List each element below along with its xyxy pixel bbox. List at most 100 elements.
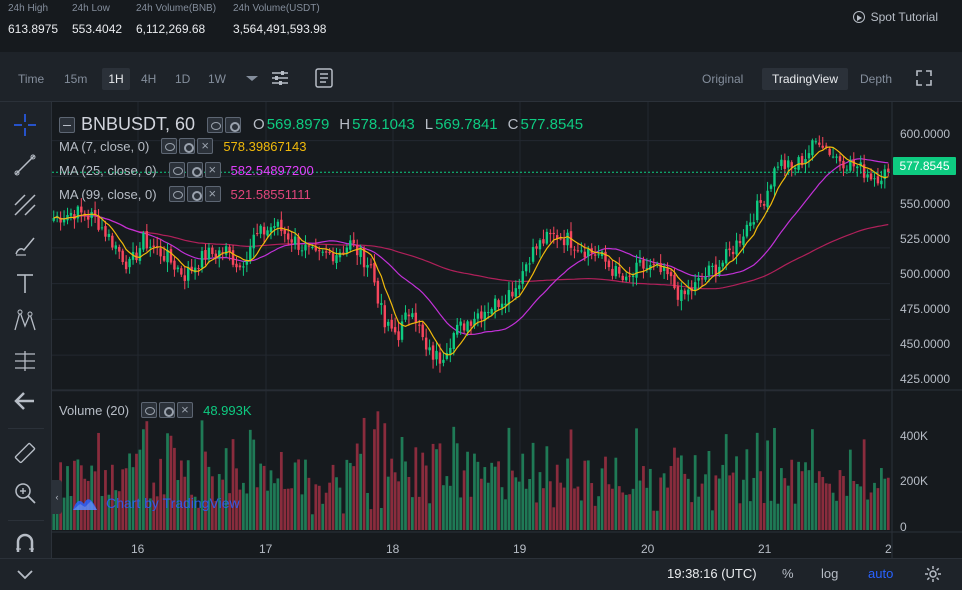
back-arrow-icon[interactable] [12, 388, 38, 414]
volume-tick-label: 200K [900, 474, 929, 488]
candle-body [804, 159, 807, 164]
interval-4h[interactable]: 4H [141, 72, 157, 86]
candle-body [438, 352, 442, 364]
x-tick-label: 2 [885, 542, 892, 556]
interval-1h[interactable]: 1H [102, 68, 130, 90]
volume-bar [262, 465, 266, 530]
volume-bar [283, 488, 287, 530]
collapse-toolbar-button[interactable]: ‹ [52, 480, 62, 514]
volume-bar [886, 477, 890, 530]
view-depth[interactable]: Depth [860, 72, 893, 86]
candle-body [769, 185, 773, 189]
tradingview-watermark[interactable]: Chart by TradingView [72, 494, 240, 512]
candle-body [880, 180, 883, 185]
gear-icon[interactable] [159, 402, 176, 418]
y-tick-label: 600.0000 [900, 127, 951, 141]
view-tradingview[interactable]: TradingView [762, 68, 848, 90]
zoom-in-icon[interactable] [12, 480, 38, 506]
gear-icon[interactable] [179, 138, 196, 154]
eye-icon[interactable] [168, 186, 185, 202]
log-scale-toggle[interactable]: log [821, 566, 839, 581]
candle-body [800, 156, 804, 166]
indicator-settings-icon[interactable] [268, 66, 292, 90]
collapse-legend-icon[interactable] [59, 116, 75, 133]
interval-dropdown-icon[interactable] [240, 66, 264, 90]
eye-icon[interactable] [141, 402, 158, 418]
eye-icon[interactable] [207, 116, 224, 133]
trend-line-icon[interactable] [12, 152, 38, 178]
volume-bar [400, 436, 404, 530]
auto-scale-toggle[interactable]: auto [868, 566, 894, 581]
volume-bar [228, 493, 231, 530]
candle-body [818, 142, 821, 145]
text-tool-icon[interactable] [12, 270, 38, 296]
close-icon[interactable] [204, 162, 221, 178]
candle-body [180, 268, 183, 275]
close-icon[interactable] [177, 402, 194, 418]
volume-bar [535, 502, 538, 530]
x-tick-label: 20 [641, 542, 655, 556]
eye-icon[interactable] [161, 138, 178, 154]
fullscreen-icon[interactable] [912, 66, 936, 90]
ma-line [53, 146, 889, 356]
volume-bar [828, 483, 832, 530]
candle-body [321, 251, 324, 253]
candle-body [369, 264, 373, 266]
chart-document-icon[interactable] [312, 66, 336, 90]
volume-bar [386, 476, 390, 530]
settings-gear-icon[interactable] [924, 565, 942, 583]
volume-bar [831, 492, 835, 530]
candle-body [883, 169, 887, 180]
brush-icon[interactable] [12, 232, 38, 258]
x-tick-label: 21 [758, 542, 772, 556]
candle-body [776, 166, 780, 168]
candle-body [211, 247, 214, 255]
spot-tutorial-link[interactable]: Spot Tutorial [852, 10, 938, 24]
close-icon[interactable] [197, 138, 214, 154]
volume-bar [600, 468, 604, 530]
interval-1w[interactable]: 1W [208, 72, 226, 86]
candle-body [393, 327, 397, 333]
close-icon[interactable] [204, 186, 221, 202]
chevron-down-icon[interactable] [14, 565, 36, 585]
volume-bar [773, 427, 776, 530]
crosshair-icon[interactable] [12, 112, 38, 138]
volume-bar [442, 485, 445, 530]
ma99-label: MA (99, close, 0) [59, 186, 157, 202]
view-original[interactable]: Original [702, 72, 744, 86]
percent-scale-toggle[interactable]: % [782, 566, 794, 581]
candle-body [490, 309, 493, 314]
volume-bar [707, 450, 711, 530]
candle-body [118, 246, 121, 252]
gear-icon[interactable] [186, 162, 203, 178]
candle-body [69, 212, 73, 216]
gear-icon[interactable] [225, 116, 242, 133]
price-chart[interactable] [52, 102, 962, 558]
candle-body [604, 251, 607, 262]
candle-body [307, 245, 311, 247]
candle-body [262, 226, 266, 235]
prediction-tool-icon[interactable] [12, 348, 38, 374]
candle-body [362, 248, 366, 268]
ma7-value: 578.39867143 [223, 138, 307, 154]
pattern-tool-icon[interactable] [12, 308, 38, 334]
interval-1d[interactable]: 1D [175, 72, 191, 86]
eye-icon[interactable] [168, 162, 185, 178]
volume-bar [79, 465, 83, 530]
volume-bar [555, 464, 559, 530]
magnet-icon[interactable] [12, 530, 38, 556]
candle-body [152, 245, 155, 247]
volume-bar [676, 457, 680, 530]
fib-tool-icon[interactable] [12, 192, 38, 218]
chart-area[interactable]: BNBUSDT, 60 O 569.8979 H 578.1043 L 569.… [52, 102, 962, 558]
candle-body [521, 271, 524, 284]
ruler-icon[interactable] [12, 440, 38, 466]
interval-15m[interactable]: 15m [64, 72, 88, 86]
stat-label: 24h Low [72, 3, 110, 14]
volume-bar [545, 446, 549, 530]
volume-bar [52, 499, 56, 530]
volume-bar [635, 428, 638, 530]
interval-time[interactable]: Time [18, 72, 45, 86]
gear-icon[interactable] [186, 186, 203, 202]
candle-body [507, 290, 511, 305]
